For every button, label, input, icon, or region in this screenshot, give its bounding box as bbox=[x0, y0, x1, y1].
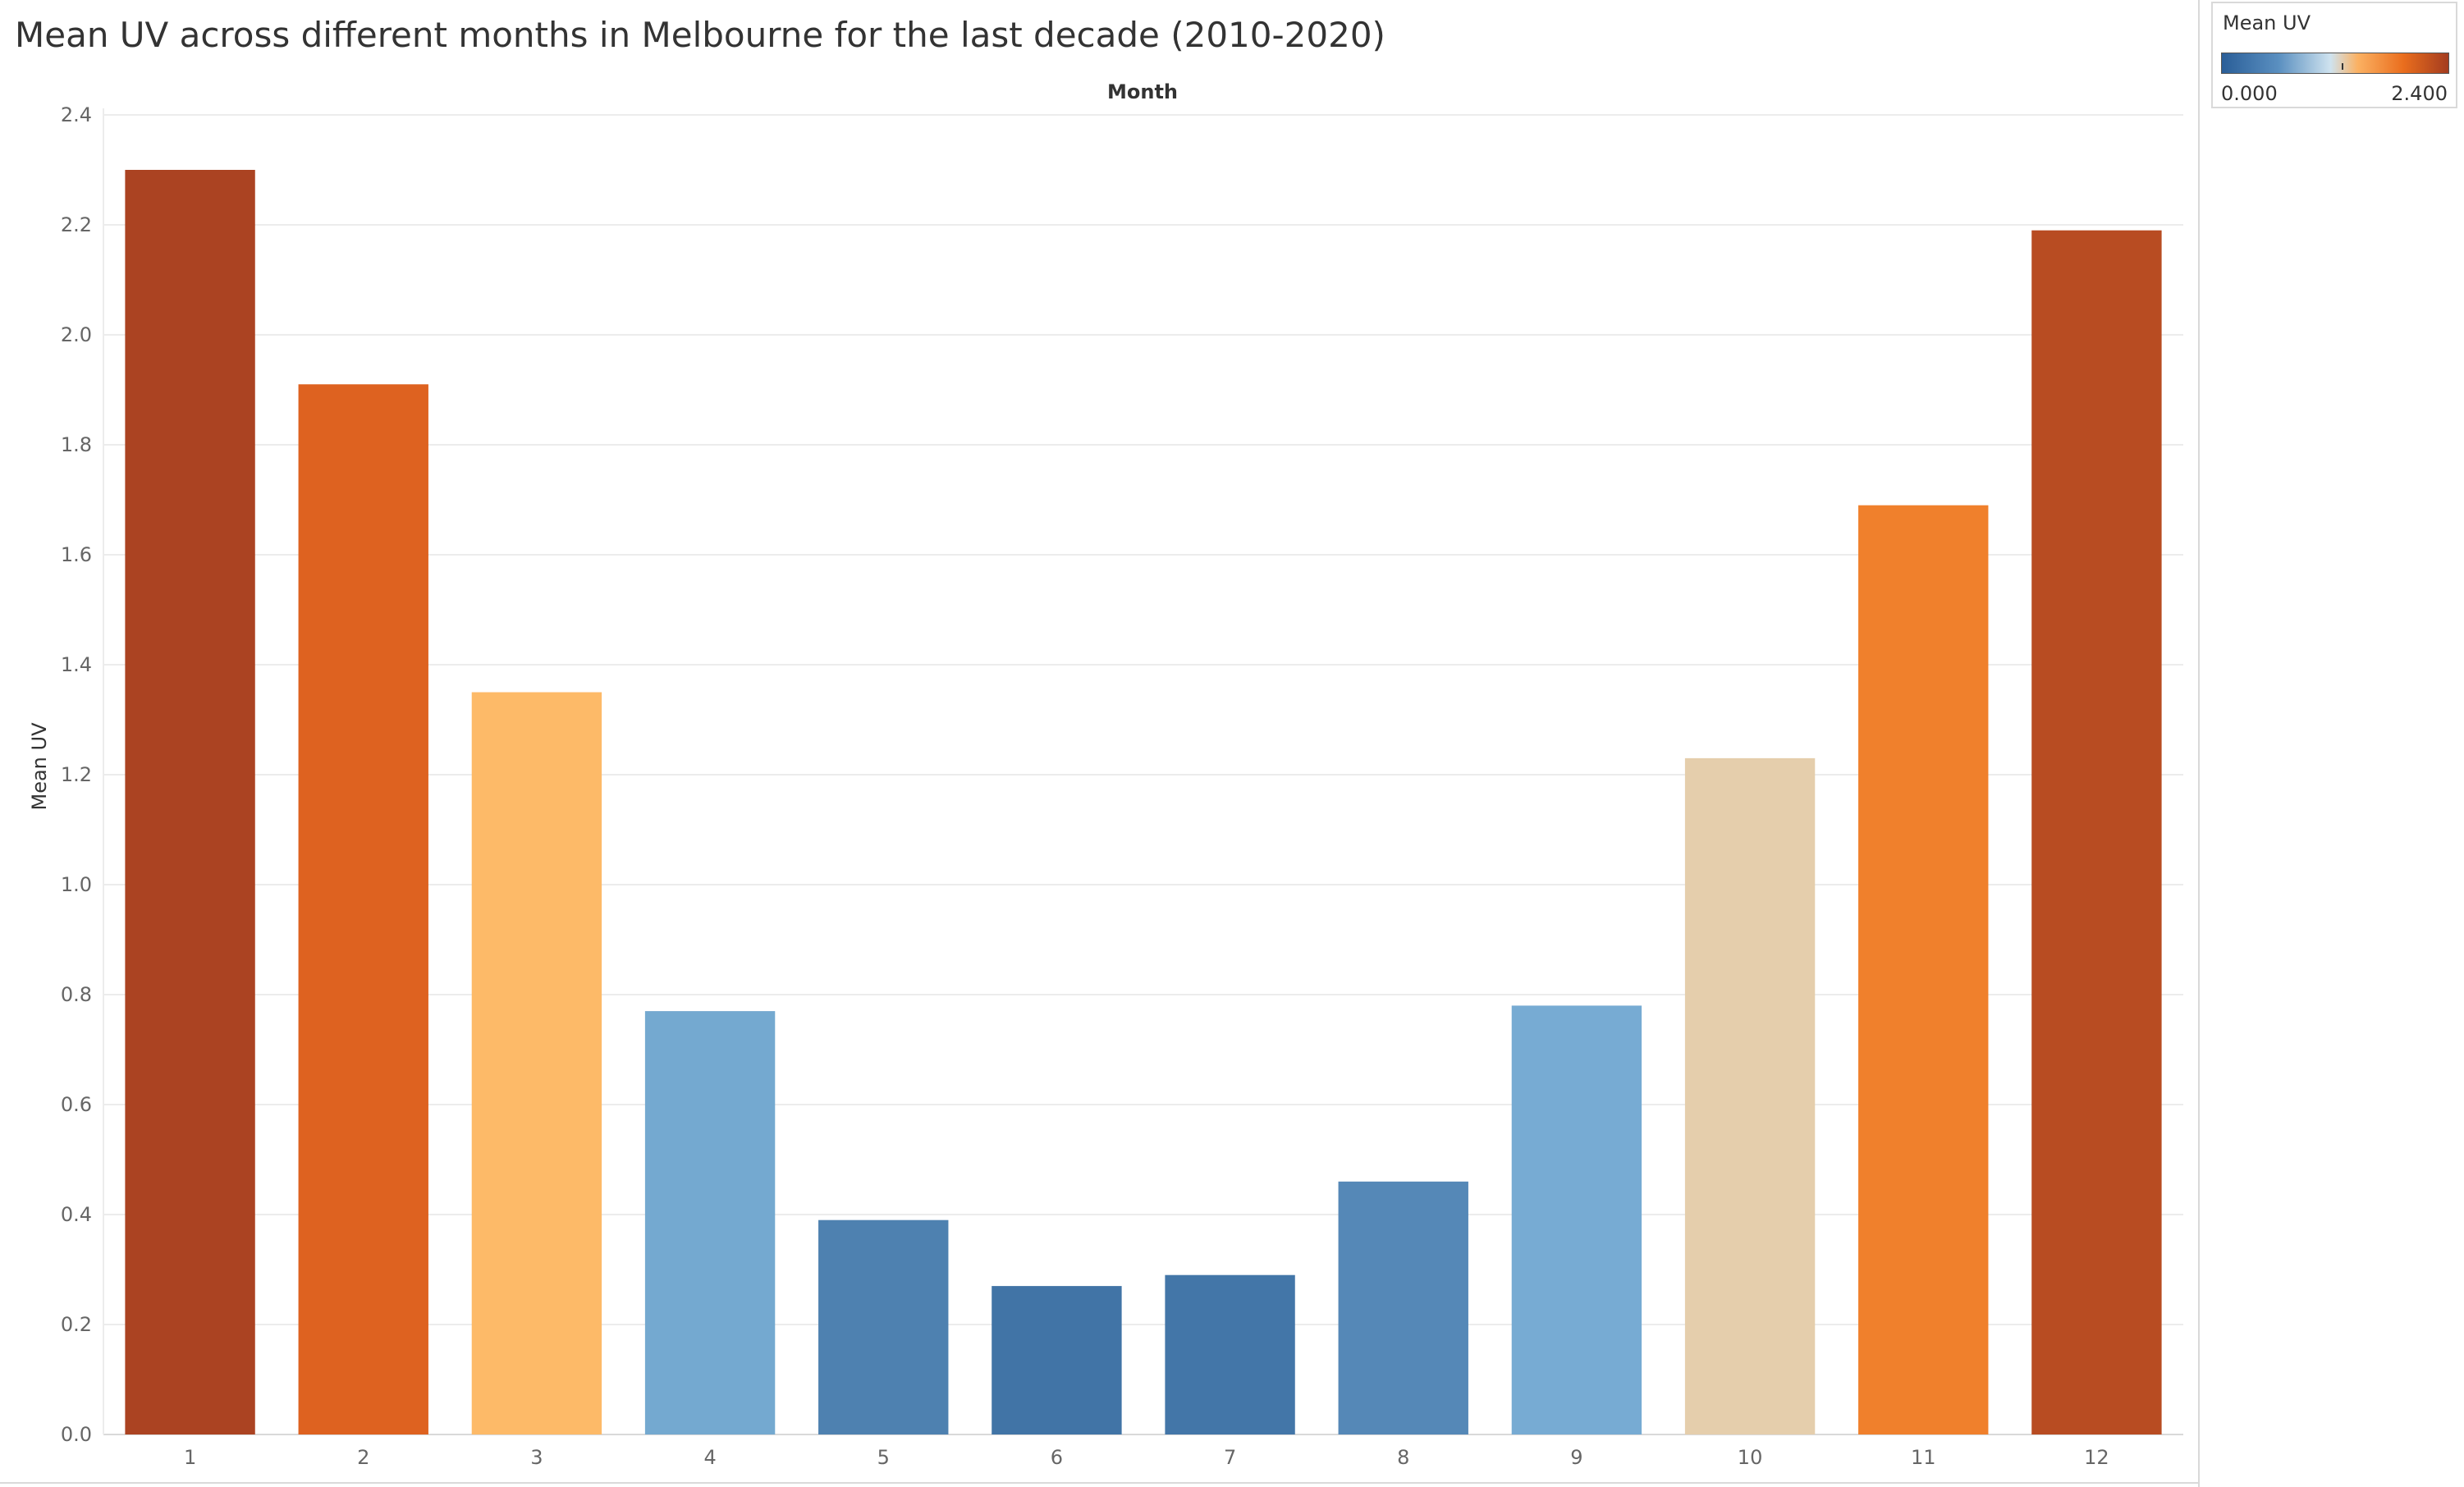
bar-month-6[interactable] bbox=[992, 1286, 1122, 1434]
bar-month-3[interactable] bbox=[471, 692, 602, 1435]
y-tick-label: 1.6 bbox=[61, 543, 92, 566]
bar-month-5[interactable] bbox=[818, 1219, 949, 1434]
x-tick-label: 8 bbox=[1397, 1446, 1409, 1469]
bar-month-7[interactable] bbox=[1165, 1274, 1295, 1434]
y-tick-labels: 0.0 0.2 0.4 0.6 0.8 1.0 1.2 1.4 1.6 1.8 2.0 2.2 2.4 bbox=[61, 103, 92, 1446]
x-tick-label: 5 bbox=[877, 1446, 890, 1469]
gridlines bbox=[103, 108, 2183, 1435]
legend-min-label: 0.000 bbox=[2221, 82, 2278, 105]
bars bbox=[125, 170, 2162, 1435]
bottom-border bbox=[0, 1482, 2200, 1484]
y-tick-label: 2.4 bbox=[61, 103, 92, 126]
y-tick-label: 1.0 bbox=[61, 873, 92, 896]
x-tick-label: 10 bbox=[1738, 1446, 1763, 1469]
x-tick-label: 4 bbox=[703, 1446, 716, 1469]
bar-month-8[interactable] bbox=[1338, 1181, 1468, 1434]
legend-max-label: 2.400 bbox=[2391, 82, 2448, 105]
bar-month-11[interactable] bbox=[1858, 505, 1989, 1435]
y-tick-label: 1.4 bbox=[61, 653, 92, 676]
x-tick-label: 2 bbox=[357, 1446, 369, 1469]
bar-month-9[interactable] bbox=[1511, 1005, 1642, 1434]
y-tick-label: 2.2 bbox=[61, 213, 92, 236]
x-axis-title: Month bbox=[1107, 80, 1178, 103]
y-tick-label: 2.0 bbox=[61, 323, 92, 346]
x-tick-label: 3 bbox=[530, 1446, 543, 1469]
x-tick-label: 11 bbox=[1911, 1446, 1936, 1469]
bar-month-1[interactable] bbox=[125, 170, 255, 1434]
x-tick-label: 12 bbox=[2084, 1446, 2109, 1469]
bar-month-10[interactable] bbox=[1684, 757, 1816, 1434]
y-tick-label: 0.8 bbox=[61, 983, 92, 1006]
x-tick-label: 9 bbox=[1570, 1446, 1582, 1469]
bar-month-2[interactable] bbox=[298, 384, 428, 1434]
y-tick-label: 1.8 bbox=[61, 433, 92, 456]
x-tick-label: 6 bbox=[1051, 1446, 1063, 1469]
y-tick-label: 0.4 bbox=[61, 1203, 92, 1226]
chart-title: Mean UV across different months in Melbo… bbox=[15, 15, 1385, 55]
y-axis-title: Mean UV bbox=[28, 722, 51, 811]
bar-month-4[interactable] bbox=[644, 1011, 776, 1434]
y-tick-label: 0.2 bbox=[61, 1313, 92, 1336]
bar-chart: 0.00.20.40.60.81.01.21.41.61.82.02.22.4 … bbox=[28, 80, 2183, 1469]
legend-center-marker bbox=[2342, 63, 2343, 70]
x-tick-label: 7 bbox=[1224, 1446, 1236, 1469]
y-tick-label: 1.2 bbox=[61, 763, 92, 786]
y-tick-label: 0.6 bbox=[61, 1093, 92, 1116]
y-tick-label: 0.0 bbox=[61, 1423, 92, 1446]
x-tick-labels: 1 2 3 4 5 6 7 8 9 10 11 12 bbox=[184, 1446, 2109, 1469]
pane-divider bbox=[2198, 0, 2200, 1487]
legend-color-ramp bbox=[2221, 53, 2449, 74]
legend-title: Mean UV bbox=[2223, 11, 2311, 34]
x-tick-label: 1 bbox=[184, 1446, 196, 1469]
color-legend: Mean UV 0.000 2.400 bbox=[2211, 2, 2457, 108]
bar-month-12[interactable] bbox=[2031, 230, 2162, 1435]
